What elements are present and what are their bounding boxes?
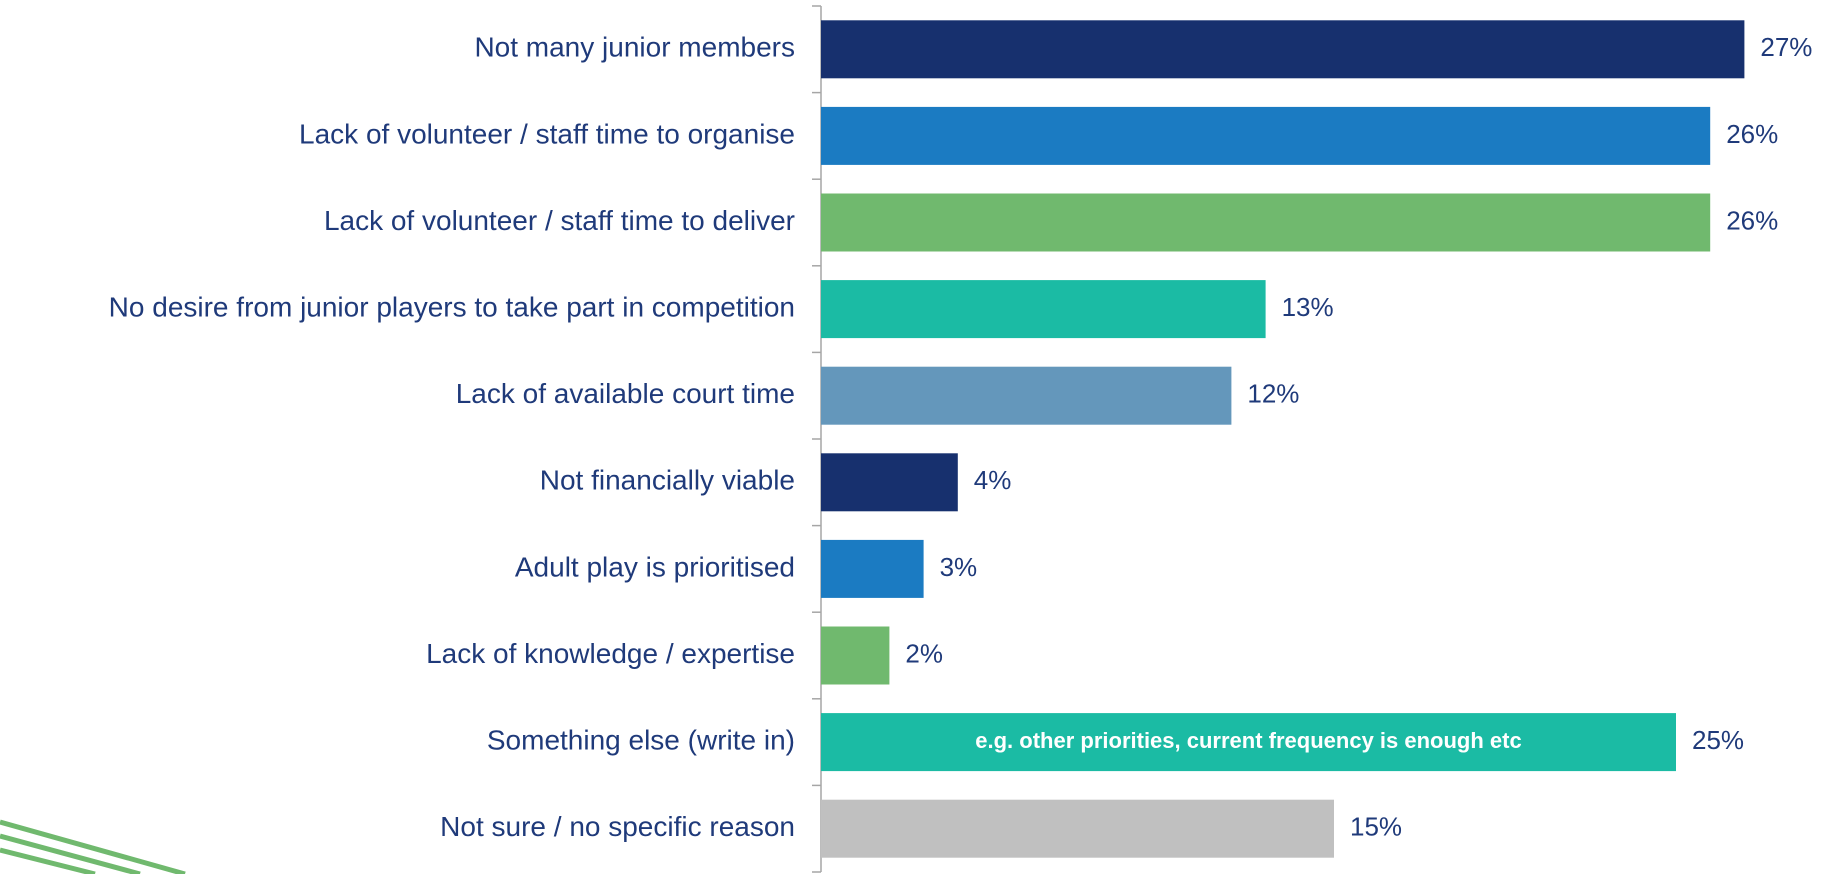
category-label: Lack of volunteer / staff time to delive… bbox=[324, 205, 795, 236]
value-label: 13% bbox=[1282, 292, 1334, 322]
value-label: 25% bbox=[1692, 725, 1744, 755]
bar bbox=[821, 453, 958, 512]
deco-line bbox=[0, 833, 141, 874]
category-label: Lack of available court time bbox=[456, 378, 795, 409]
bar bbox=[821, 280, 1266, 339]
value-label: 4% bbox=[974, 465, 1012, 495]
category-label: Not sure / no specific reason bbox=[440, 811, 795, 842]
value-label: 12% bbox=[1247, 379, 1299, 409]
bar bbox=[821, 626, 890, 685]
value-label: 2% bbox=[905, 638, 943, 668]
bar bbox=[821, 106, 1711, 165]
bar bbox=[821, 539, 924, 598]
bar bbox=[821, 799, 1334, 858]
bar bbox=[821, 20, 1745, 79]
category-label: Not many junior members bbox=[474, 32, 795, 63]
bar bbox=[821, 193, 1711, 252]
deco-line bbox=[0, 847, 96, 874]
bar bbox=[821, 366, 1232, 425]
category-label: Something else (write in) bbox=[487, 724, 795, 755]
category-label: Lack of knowledge / expertise bbox=[426, 638, 795, 669]
value-label: 26% bbox=[1726, 119, 1778, 149]
category-label: No desire from junior players to take pa… bbox=[109, 291, 795, 322]
category-label: Lack of volunteer / staff time to organi… bbox=[299, 118, 795, 149]
value-label: 27% bbox=[1760, 32, 1812, 62]
decoration bbox=[0, 819, 186, 874]
bar bbox=[821, 713, 1676, 772]
category-label: Adult play is prioritised bbox=[515, 551, 795, 582]
value-label: 26% bbox=[1726, 205, 1778, 235]
bar-annotation: e.g. other priorities, current frequency… bbox=[975, 728, 1521, 753]
value-label: 15% bbox=[1350, 812, 1402, 842]
deco-line bbox=[0, 819, 186, 874]
category-label: Not financially viable bbox=[540, 465, 795, 496]
value-label: 3% bbox=[940, 552, 978, 582]
